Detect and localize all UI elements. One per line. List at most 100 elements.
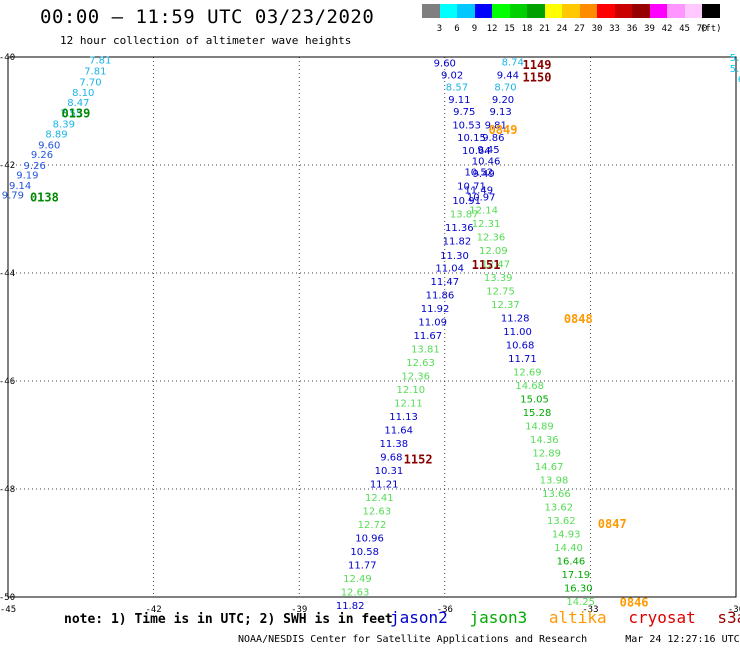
- units-note: note: 1) Time is in UTC; 2) SWH is in fe…: [64, 612, 393, 627]
- color-swatch: [614, 4, 632, 18]
- color-scale-label: 36: [626, 24, 638, 34]
- color-swatch: [422, 4, 440, 18]
- wave-height-value: 16.46: [557, 556, 586, 567]
- wave-height-value: 10.46: [472, 157, 501, 168]
- wave-height-value: 10.96: [355, 534, 384, 545]
- wave-height-value: 12.63: [406, 358, 435, 369]
- wave-height-value: 10.64: [462, 146, 491, 157]
- color-scale-label: 33: [609, 24, 620, 34]
- color-scale-label: 18: [521, 24, 533, 34]
- x-tick-label: -42: [145, 605, 161, 615]
- wave-height-value: 9.11: [448, 95, 470, 106]
- wave-height-value: 10.15: [457, 133, 486, 144]
- chart-title: 00:00 — 11:59 UTC 03/23/2020: [40, 6, 375, 28]
- wave-height-value: 7.55: [60, 109, 82, 120]
- wave-height-value: 14.89: [525, 421, 554, 432]
- legend-s3a: s3a: [717, 608, 740, 627]
- wave-height-value: 12.63: [363, 507, 392, 518]
- wave-height-value: 10.31: [375, 466, 404, 477]
- wave-height-value: 11.71: [508, 354, 537, 365]
- wave-height-value: 11.92: [421, 304, 450, 315]
- wave-height-value: 12.41: [365, 493, 394, 504]
- wave-height-value: 12.31: [472, 219, 501, 230]
- wave-height-value: 9.20: [492, 95, 514, 106]
- wave-height-value: 12.37: [491, 300, 520, 311]
- wave-height-value: 12.49: [343, 574, 372, 585]
- wave-height-value: 9.60: [434, 58, 456, 69]
- wave-height-value: 15.28: [523, 408, 552, 419]
- color-swatch: [527, 4, 545, 18]
- wave-height-value: 7.81: [89, 56, 111, 67]
- wave-height-value: 13.81: [411, 345, 440, 356]
- legend-jason3: jason3: [469, 608, 528, 627]
- color-swatch: [597, 4, 615, 18]
- wave-height-value: 8.74: [502, 57, 524, 68]
- wave-height-value: 12.47: [481, 259, 510, 270]
- wave-height-value: 10.71: [457, 182, 486, 193]
- pass-time-label: 0138: [30, 190, 59, 204]
- wave-height-value: 7.81: [84, 67, 106, 78]
- footer-timestamp: Mar 24 12:27:16 UTC 2020: [625, 634, 740, 645]
- y-tick-label: -48: [0, 485, 15, 495]
- wave-height-value: 11.36: [445, 223, 474, 234]
- color-scale-label: 70: [696, 24, 708, 34]
- wave-height-value: 9.19: [16, 171, 38, 182]
- wave-height-value: 9.81: [485, 121, 507, 132]
- wave-height-value: 13.98: [540, 475, 569, 486]
- pass-time-label: 0846: [620, 595, 649, 609]
- color-swatch: [544, 4, 562, 18]
- wave-height-value: 7.70: [79, 77, 101, 88]
- wave-height-value: 9.86: [482, 133, 504, 144]
- wave-height-value: 12.36: [477, 232, 506, 243]
- wave-height-value: 11.49: [464, 185, 493, 196]
- wave-height-value: 8.10: [72, 88, 94, 99]
- color-scale-label: 12: [486, 24, 498, 34]
- wave-height-value: 9.75: [453, 107, 475, 118]
- wave-height-value: 13.62: [547, 516, 576, 527]
- chart-subtitle: 12 hour collection of altimeter wave hei…: [60, 34, 352, 47]
- wave-height-value: 12.09: [479, 246, 508, 257]
- legend-altika: altika: [548, 608, 607, 627]
- wave-height-value: 12.36: [401, 372, 430, 383]
- wave-height-value: 9.02: [441, 70, 463, 81]
- y-tick-label: -46: [0, 377, 15, 387]
- wave-height-value: 8.89: [45, 130, 67, 141]
- wave-height-value: 12.10: [397, 385, 426, 396]
- color-scale-label: 15: [504, 24, 515, 34]
- color-swatch: [684, 4, 702, 18]
- y-tick-label: -42: [0, 161, 15, 171]
- y-tick-label: -50: [0, 593, 15, 603]
- wave-height-value: 12.69: [513, 367, 542, 378]
- color-swatch: [702, 4, 720, 18]
- pass-time-label: 1151: [472, 258, 501, 272]
- wave-height-value: 13.87: [450, 210, 479, 221]
- wave-height-value: 9.26: [24, 161, 46, 172]
- x-tick-label: -30: [728, 605, 740, 615]
- legend-cryosat: cryosat: [628, 608, 696, 627]
- wave-height-value: 9.45: [477, 145, 499, 156]
- wave-height-value: 10.58: [350, 547, 379, 558]
- pass-time-label: 1150: [523, 71, 552, 85]
- color-scale-label: 21: [539, 24, 550, 34]
- wave-height-value: 8.47: [67, 98, 89, 109]
- color-scale-label: 39: [644, 24, 655, 34]
- wave-height-value: 14.67: [535, 462, 564, 473]
- wave-height-value: 13.66: [542, 489, 571, 500]
- color-scale-label: 9: [471, 24, 478, 34]
- wave-height-value: 8.57: [446, 83, 468, 94]
- wave-height-value: 16.30: [564, 583, 593, 594]
- wave-height-value: 11.67: [413, 331, 442, 342]
- color-scale-label: (ft): [699, 24, 722, 34]
- wave-height-value: 10.52: [464, 167, 493, 178]
- legend-jason2: jason2: [390, 608, 448, 627]
- wave-height-value: 11.28: [501, 313, 530, 324]
- color-scale-label: 3: [436, 24, 443, 34]
- wave-height-value: 9.26: [31, 150, 53, 161]
- wave-height-value: 11.00: [503, 327, 532, 338]
- wave-height-value: 14.25: [566, 597, 595, 608]
- map-frame: [7, 56, 737, 598]
- pass-time-label: 1149: [523, 58, 552, 72]
- wave-height-value: 9.79: [2, 191, 24, 202]
- color-swatch: [632, 4, 650, 18]
- footer-center: NOAA/NESDIS Center for Satellite Applica…: [238, 634, 588, 645]
